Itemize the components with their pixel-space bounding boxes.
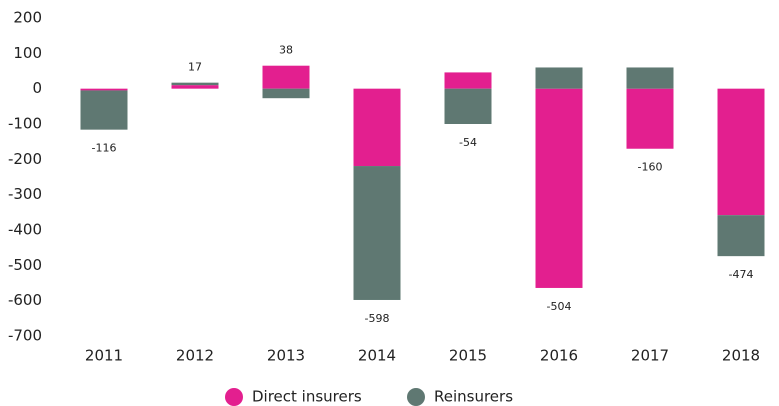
bar: [444, 88, 492, 124]
legend-label: Reinsurers: [434, 388, 513, 406]
total-label: -474: [729, 268, 754, 281]
bar: [262, 65, 310, 89]
bar: [717, 215, 765, 257]
x-tick-label: 2011: [85, 347, 123, 365]
bar: [444, 72, 492, 89]
x-tick-label: 2013: [267, 347, 305, 365]
y-tick-label: 0: [32, 79, 42, 97]
total-label: 17: [188, 61, 202, 74]
bar: [262, 88, 310, 99]
y-tick-label: -100: [8, 115, 42, 133]
legend-label: Direct insurers: [252, 388, 362, 406]
bar: [535, 88, 583, 288]
total-label: -504: [547, 300, 572, 313]
bar: [171, 85, 219, 89]
bar: [80, 88, 128, 91]
y-tick-label: 200: [13, 9, 42, 27]
total-label: -598: [365, 312, 390, 325]
y-tick-label: -400: [8, 221, 42, 239]
legend-swatch: [407, 388, 425, 406]
y-tick-label: -300: [8, 185, 42, 203]
total-label: 38: [279, 44, 293, 57]
y-tick-label: -500: [8, 256, 42, 274]
x-tick-label: 2018: [722, 347, 760, 365]
y-tick-label: 100: [13, 44, 42, 62]
bar: [717, 88, 765, 216]
y-tick-label: -200: [8, 150, 42, 168]
y-tick-label: -700: [8, 327, 42, 345]
x-tick-label: 2014: [358, 347, 396, 365]
x-tick-label: 2015: [449, 347, 487, 365]
bar: [626, 88, 674, 149]
bar: [80, 90, 128, 130]
total-label: -160: [638, 161, 663, 174]
x-tick-label: 2017: [631, 347, 669, 365]
bar: [171, 82, 219, 86]
x-tick-label: 2016: [540, 347, 578, 365]
total-label: -116: [92, 142, 117, 155]
bar: [626, 67, 674, 89]
total-label: -54: [459, 136, 477, 149]
y-tick-label: -600: [8, 291, 42, 309]
legend-swatch: [225, 388, 243, 406]
bar: [353, 88, 401, 167]
bar: [353, 166, 401, 300]
bar: [535, 67, 583, 89]
x-tick-label: 2012: [176, 347, 214, 365]
